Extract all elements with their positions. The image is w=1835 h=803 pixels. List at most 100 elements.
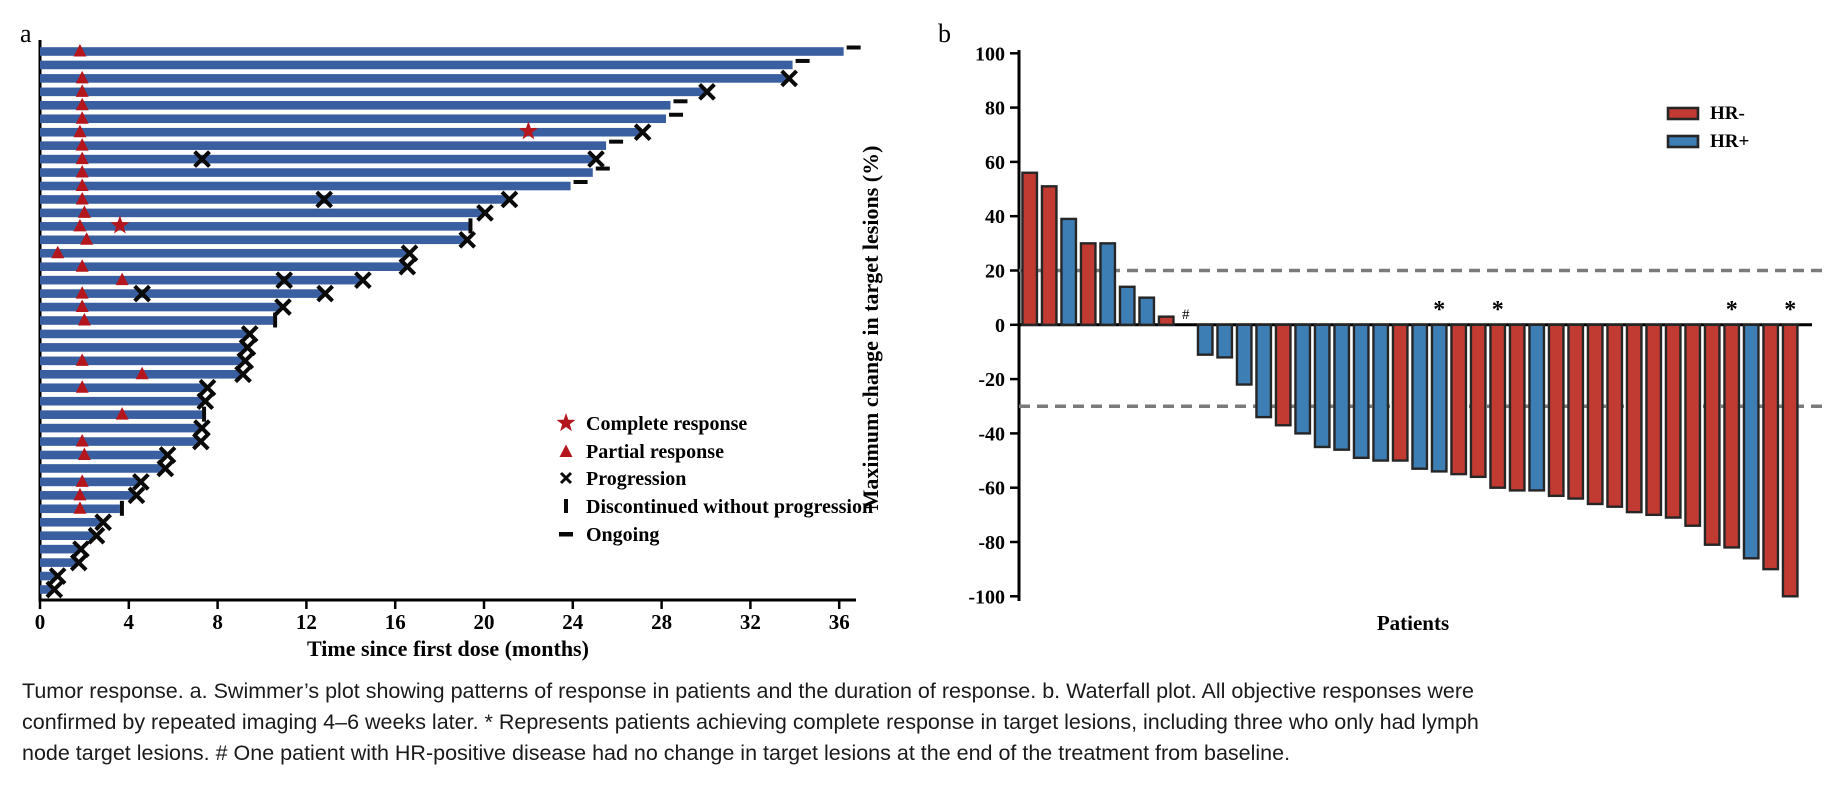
progression-x-marker xyxy=(87,526,106,545)
swimmer-bar xyxy=(40,396,205,406)
complete-response-star-marker xyxy=(518,121,538,140)
partial-response-triangle-marker xyxy=(75,474,89,487)
partial-response-triangle-marker xyxy=(75,191,89,205)
x-axis-tick-label: 4 xyxy=(124,610,135,634)
swimmer-bar xyxy=(40,101,671,110)
waterfall-bar xyxy=(1742,323,1760,560)
partial-response-triangle-marker xyxy=(73,218,87,232)
waterfall-bar xyxy=(1060,217,1078,326)
discontinued-tick-marker xyxy=(273,312,278,328)
progression-x-marker xyxy=(400,244,419,263)
swimmer-bar xyxy=(40,531,96,540)
complete-response-asterisk: * xyxy=(1784,297,1796,323)
partial-response-triangle-marker xyxy=(75,111,89,124)
swimmer-bar xyxy=(40,343,247,352)
partial-response-triangle-marker xyxy=(75,70,89,84)
swimmer-bar xyxy=(40,289,325,298)
ongoing-dash-marker xyxy=(609,139,624,144)
swimmer-bar xyxy=(40,47,844,56)
waterfall-bar xyxy=(1489,323,1507,489)
partial-response-triangle-marker xyxy=(75,353,89,366)
progression-x-marker xyxy=(192,432,210,451)
partial-response-triangle-marker xyxy=(75,84,89,97)
waterfall-bar xyxy=(1274,323,1292,427)
waterfall-bar xyxy=(1333,323,1351,451)
partial-response-triangle-marker xyxy=(73,487,87,501)
swimmer-x-axis-title: Time since first dose (months) xyxy=(307,636,589,661)
partial-response-triangle-marker xyxy=(115,272,129,286)
discontinued-tick-marker xyxy=(468,218,473,234)
progression-x-marker xyxy=(500,190,519,209)
no-change-hash: # xyxy=(1182,307,1190,323)
progression-x-marker xyxy=(48,567,67,585)
complete-response-asterisk: * xyxy=(1492,297,1504,323)
progression-x-marker xyxy=(69,553,88,572)
progression-x-marker xyxy=(198,378,217,397)
partial-response-triangle-marker xyxy=(75,380,89,393)
complete-response-asterisk: * xyxy=(1726,297,1738,323)
swimmer-bar xyxy=(40,517,103,527)
partial-response-triangle-marker xyxy=(73,124,87,138)
ongoing-dash-icon xyxy=(559,532,573,537)
progression-x-marker xyxy=(94,513,112,532)
swimmer-bar xyxy=(40,329,249,339)
swimmer-bar xyxy=(40,491,136,500)
waterfall-bar xyxy=(1157,315,1175,326)
waterfall-bar xyxy=(1703,323,1721,546)
swimmer-bar xyxy=(40,585,54,594)
progression-x-icon xyxy=(559,471,573,485)
waterfall-bar xyxy=(1430,323,1448,473)
y-axis-tick-label: 80 xyxy=(985,98,1005,120)
discontinued-tick-icon xyxy=(564,499,568,513)
swimmer-bar xyxy=(40,114,667,124)
swimmer-bar xyxy=(40,222,469,231)
partial-response-triangle-marker xyxy=(75,178,89,191)
partial-response-triangle-marker xyxy=(75,259,89,272)
waterfall-bar xyxy=(1196,323,1214,356)
x-axis-tick-label: 8 xyxy=(212,610,223,634)
partial-response-triangle-marker xyxy=(73,501,87,514)
partial-response-triangle-marker xyxy=(75,97,89,111)
swimmer-bar xyxy=(40,464,165,473)
partial-response-triangle-marker xyxy=(75,151,89,165)
progression-x-marker xyxy=(458,230,477,249)
legend-b-label: HR+ xyxy=(1710,131,1749,152)
swimmer-bar xyxy=(40,235,467,245)
waterfall-bar xyxy=(1372,323,1390,462)
swimmer-plot-panel: a 0 4 8 12 16 20 24 28 32 36 Time since first dose … xyxy=(20,19,873,661)
progression-x-marker xyxy=(196,392,215,411)
complete-response-star-marker xyxy=(110,215,130,234)
waterfall-bar xyxy=(1099,242,1117,327)
partial-response-triangle-marker xyxy=(77,313,91,326)
swimmer-bar xyxy=(40,450,167,460)
progression-x-marker xyxy=(158,446,177,464)
waterfall-bar xyxy=(1723,323,1741,549)
swimmer-bar xyxy=(40,60,793,70)
swimmer-bar xyxy=(40,437,200,446)
swimmer-bar xyxy=(40,423,201,433)
partial-response-triangle-marker xyxy=(51,245,65,259)
swimmer-bar xyxy=(40,154,595,164)
progression-x-marker xyxy=(234,365,252,384)
swimmer-bar xyxy=(40,275,362,285)
ongoing-dash-marker xyxy=(673,99,688,104)
waterfall-bar xyxy=(1118,285,1136,327)
discontinued-tick-marker xyxy=(119,500,124,516)
legend-b-label: HR- xyxy=(1710,103,1745,124)
waterfall-bar xyxy=(1469,323,1487,479)
swimmer-bar xyxy=(40,477,140,487)
waterfall-bar xyxy=(1625,323,1643,514)
legend-a-label: Complete response xyxy=(586,413,747,435)
progression-x-marker xyxy=(193,150,211,168)
waterfall-bar xyxy=(1762,323,1780,571)
y-axis-tick-label: 20 xyxy=(985,261,1005,283)
waterfall-bar xyxy=(1781,323,1799,598)
waterfall-bar xyxy=(1391,323,1409,462)
x-axis-tick-label: 12 xyxy=(296,610,317,634)
waterfall-bar xyxy=(1684,323,1702,527)
partial-response-triangle-marker xyxy=(80,232,94,245)
legend-b-swatch xyxy=(1666,106,1700,121)
swimmer-bar xyxy=(40,195,509,204)
waterfall-x-axis-title: Patients xyxy=(1377,611,1449,635)
progression-x-marker xyxy=(316,284,334,303)
